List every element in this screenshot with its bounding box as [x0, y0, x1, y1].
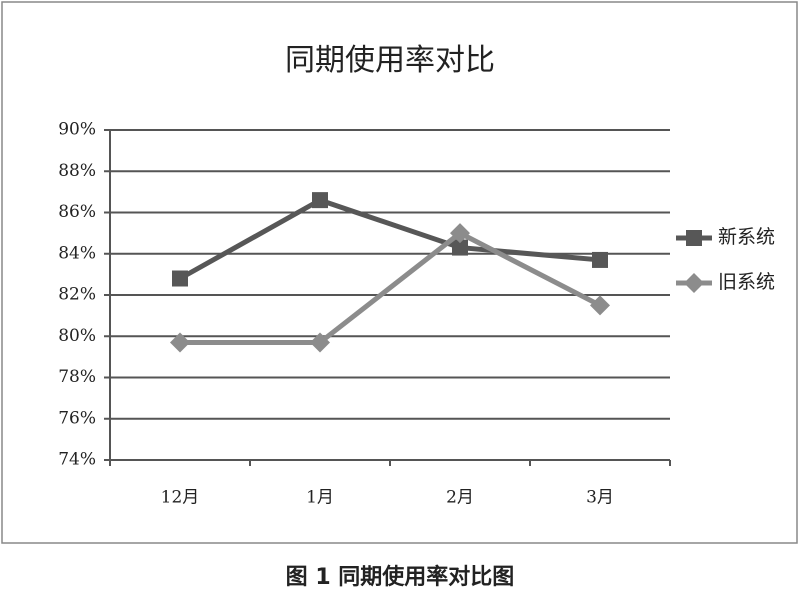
marker: [310, 332, 330, 353]
y-tick-label: 84%: [58, 243, 96, 263]
y-tick-label: 82%: [58, 285, 96, 305]
y-tick-label: 78%: [58, 367, 96, 387]
y-tick-label: 86%: [58, 202, 96, 222]
legend-label: 新系统: [718, 226, 775, 248]
marker: [450, 223, 470, 244]
x-tick-label: 2月: [446, 488, 474, 508]
caption: 图 1 同期使用率对比图: [286, 564, 515, 590]
marker: [452, 239, 468, 256]
series-line: [180, 230, 602, 345]
x-tick-label: 12月: [161, 488, 200, 508]
marker: [312, 192, 328, 209]
x-tick-label: 1月: [306, 488, 334, 508]
y-tick-label: 88%: [58, 161, 96, 181]
legend-label: 旧系统: [718, 271, 775, 293]
chart-title: 同期使用率对比: [285, 43, 495, 78]
y-tick-label: 80%: [58, 326, 96, 346]
legend-marker: [684, 273, 704, 293]
y-tick-label: 90%: [58, 120, 96, 140]
marker: [172, 270, 188, 287]
legend-marker: [686, 230, 702, 246]
series-line: [178, 197, 601, 281]
chart-border: [1, 1, 798, 544]
y-tick-label: 76%: [58, 408, 96, 428]
y-tick-label: 74%: [58, 450, 96, 470]
marker: [170, 332, 190, 353]
marker: [592, 251, 608, 268]
marker: [590, 295, 610, 316]
x-tick-label: 3月: [586, 488, 614, 508]
